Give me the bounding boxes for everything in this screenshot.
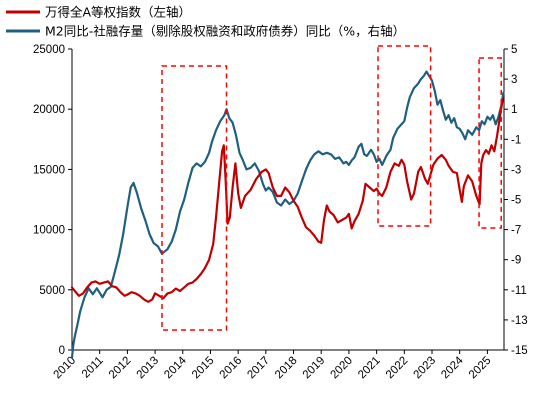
y-right-tick-label: -11 — [511, 285, 527, 297]
x-tick-label: 2018 — [273, 355, 300, 382]
x-tick-label: 2021 — [356, 355, 383, 382]
highlight-period-box — [161, 65, 228, 331]
x-tick-label: 2015 — [190, 355, 217, 382]
x-tick-label: 2023 — [412, 355, 439, 382]
x-tick-label: 2010 — [52, 355, 79, 382]
x-tick-label: 2019 — [301, 355, 328, 382]
y-right-tick-label: 3 — [511, 74, 517, 86]
highlight-period-box — [478, 57, 502, 229]
x-tick-label: 2011 — [80, 355, 106, 381]
legend-label-index: 万得全A等权指数（左轴） — [45, 5, 191, 20]
x-tick-label: 2020 — [328, 355, 355, 382]
y-left-tick-label: 25000 — [33, 44, 65, 56]
plot-area: 0500010000150002000025000-15-13-11-9-7-5… — [33, 44, 528, 381]
legend-item-index: 万得全A等权指数（左轴） — [6, 5, 191, 20]
x-tick-label: 2016 — [218, 355, 245, 382]
y-left-tick-label: 20000 — [33, 104, 65, 116]
y-right-tick-label: -1 — [511, 134, 521, 146]
x-tick-label: 2013 — [135, 355, 162, 382]
x-tick-label: 2025 — [467, 355, 494, 382]
x-tick-label: 2014 — [162, 354, 189, 381]
y-right-tick-label: -13 — [511, 315, 528, 327]
y-left-tick-label: 5000 — [39, 285, 65, 297]
legend-item-m2-spread: M2同比-社融存量（剔除股权融资和政府债券）同比（%，右轴） — [6, 24, 405, 39]
highlight-period-box — [377, 45, 432, 227]
y-right-tick-label: -5 — [511, 195, 521, 207]
y-right-tick-label: -9 — [511, 255, 521, 267]
y-right-tick-label: -15 — [511, 345, 528, 357]
x-tick-label: 2017 — [245, 355, 272, 382]
series-line-index — [70, 98, 504, 303]
y-left-tick-label: 15000 — [33, 164, 65, 176]
y-left-tick-label: 0 — [59, 345, 65, 357]
y-right-tick-label: -3 — [511, 164, 521, 176]
x-tick-label: 2022 — [384, 355, 411, 382]
legend: 万得全A等权指数（左轴） M2同比-社融存量（剔除股权融资和政府债券）同比（%，… — [6, 5, 405, 39]
y-left-tick-label: 10000 — [33, 225, 65, 237]
x-tick-label: 2024 — [439, 354, 466, 381]
legend-label-m2-spread: M2同比-社融存量（剔除股权融资和政府债券）同比（%，右轴） — [45, 24, 405, 39]
y-right-tick-label: 5 — [511, 44, 517, 56]
y-right-tick-label: -7 — [511, 225, 521, 237]
series-line-m2-spread — [70, 70, 505, 359]
x-tick-label: 2012 — [107, 355, 134, 382]
y-right-tick-label: 1 — [511, 104, 517, 116]
